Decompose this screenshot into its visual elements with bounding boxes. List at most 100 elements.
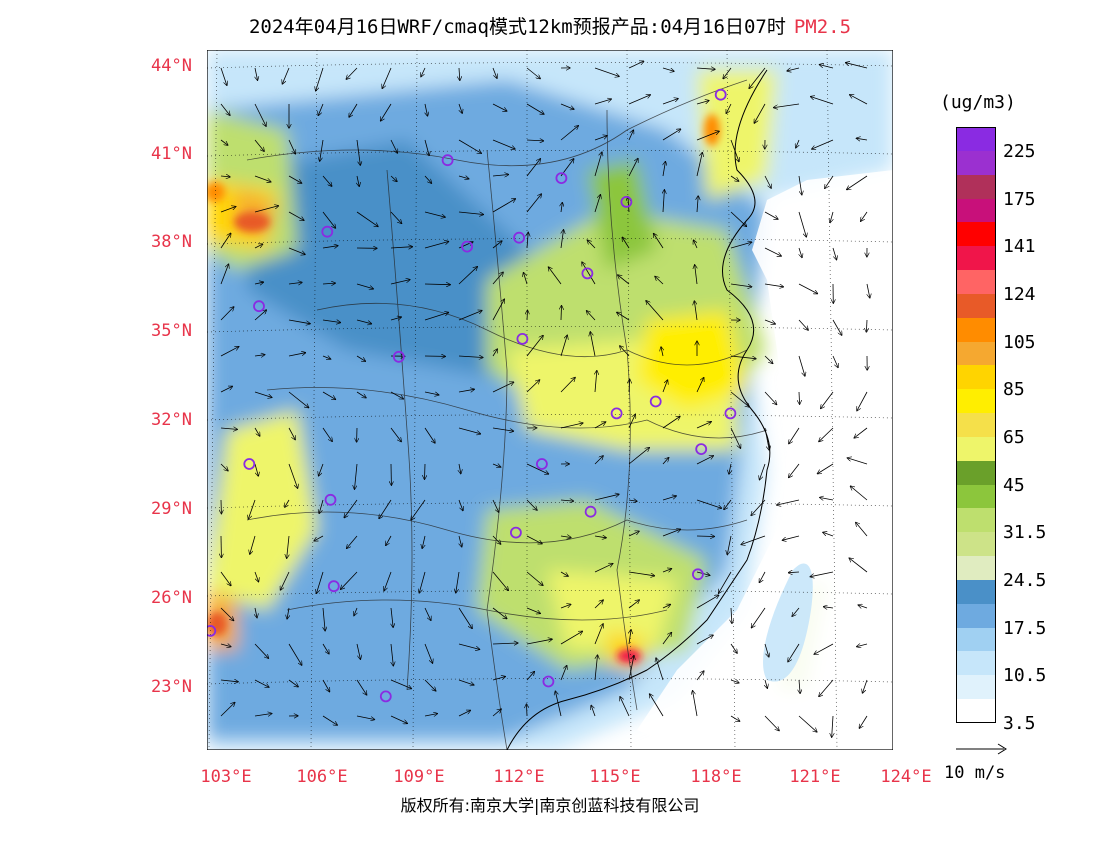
wind-vector xyxy=(281,571,290,590)
wind-vector xyxy=(526,336,543,357)
wind-vector xyxy=(492,643,518,644)
wind-vector xyxy=(250,535,256,554)
wind-vector xyxy=(617,312,630,321)
wind-vector xyxy=(322,283,335,284)
wind-vector xyxy=(458,211,483,215)
wind-vector xyxy=(323,607,325,631)
wind-vector xyxy=(560,536,571,538)
wind-vector xyxy=(356,319,371,324)
wind-vector xyxy=(856,523,868,537)
wind-vector xyxy=(788,643,800,662)
wind-vector xyxy=(696,101,709,105)
colorbar-label: 24.5 xyxy=(1003,569,1047,591)
wind-vector xyxy=(620,697,630,717)
wind-vector xyxy=(594,422,606,429)
wind-vector xyxy=(390,139,397,153)
colorbar-label: 17.5 xyxy=(1003,617,1047,639)
wind-vector xyxy=(696,536,714,537)
wind-vector xyxy=(255,67,258,80)
wind-vector xyxy=(459,103,462,113)
wind-vector xyxy=(730,680,739,683)
wind-vector xyxy=(730,643,737,653)
wind-vector xyxy=(595,371,597,393)
wind-vector xyxy=(458,139,481,153)
lon-label: 109°E xyxy=(393,767,445,787)
wind-vector xyxy=(818,463,834,474)
wind-vector xyxy=(220,233,231,249)
wind-vector xyxy=(655,277,664,285)
wind-vector xyxy=(696,635,713,645)
wind-vector xyxy=(729,463,731,474)
lat-label: 38°N xyxy=(151,232,192,252)
copyright-text: 版权所有:南京大学|南京创蓝科技有限公司 xyxy=(400,796,700,815)
wind-vector xyxy=(560,378,575,393)
wind-vector xyxy=(492,299,504,321)
wind-vector xyxy=(322,391,335,399)
wind-vector xyxy=(696,131,719,141)
wind-vector xyxy=(560,500,573,501)
lon-label: 118°E xyxy=(690,767,742,787)
wind-vector xyxy=(594,600,603,609)
wind-vector xyxy=(458,356,483,358)
wind-vector xyxy=(723,67,732,79)
wind-vector xyxy=(390,391,403,399)
wind-vector xyxy=(654,234,664,249)
wind-vector xyxy=(696,595,719,609)
wind-vector xyxy=(764,319,775,324)
lat-label: 32°N xyxy=(151,410,192,430)
wind-vector xyxy=(288,139,295,154)
wind-vector xyxy=(458,311,482,321)
wind-vector xyxy=(799,679,800,693)
wind-vector xyxy=(459,463,461,474)
wind-vector xyxy=(759,571,766,582)
wind-vector xyxy=(322,175,332,186)
colorbar-swatch xyxy=(956,127,996,151)
wind-vector xyxy=(629,380,630,393)
lon-label: 124°E xyxy=(880,767,932,787)
wind-vector xyxy=(618,275,630,285)
wind-vector xyxy=(220,67,227,85)
wind-vector xyxy=(764,427,769,450)
wind-vector xyxy=(749,67,766,88)
wind-vector xyxy=(254,206,278,213)
wind-vector xyxy=(730,242,752,249)
wind-vector xyxy=(697,196,698,213)
wind-vector xyxy=(594,655,598,681)
wind-vector xyxy=(819,427,834,441)
wind-vector xyxy=(789,463,800,477)
wind-vector xyxy=(288,463,298,488)
wind-vector xyxy=(863,679,868,693)
city-marker xyxy=(392,350,405,363)
wind-vector xyxy=(854,427,868,438)
wind-vector xyxy=(851,486,868,501)
wind-vector xyxy=(288,643,302,665)
pollutant-label: PM2.5 xyxy=(793,16,852,38)
wind-vector xyxy=(492,607,507,619)
wind-vector xyxy=(824,607,834,608)
wind-vector xyxy=(459,67,460,80)
wind-vector xyxy=(849,558,868,573)
wind-vector xyxy=(590,332,596,357)
wind-vector xyxy=(594,456,603,465)
wind-vector xyxy=(832,247,837,260)
wind-vector xyxy=(594,624,603,645)
wind-vector xyxy=(356,355,365,361)
wind-vector xyxy=(527,233,528,249)
wind-vector xyxy=(628,414,635,429)
wind-vector xyxy=(526,571,543,585)
colorbar-swatch xyxy=(956,484,996,509)
wind-vector xyxy=(628,159,638,177)
wind-vector xyxy=(694,240,698,249)
wind-vector xyxy=(220,703,235,717)
wind-vector xyxy=(492,571,508,590)
wind-vector xyxy=(764,283,783,287)
wind-vector xyxy=(356,283,373,289)
lat-label: 26°N xyxy=(151,588,192,608)
wind-vector xyxy=(288,211,304,220)
wind-vector xyxy=(730,139,739,162)
wind-vector xyxy=(322,356,331,359)
wind-vector xyxy=(628,448,649,465)
wind-vector xyxy=(288,175,302,183)
wind-vector xyxy=(663,190,664,213)
wind-vector xyxy=(458,427,480,434)
